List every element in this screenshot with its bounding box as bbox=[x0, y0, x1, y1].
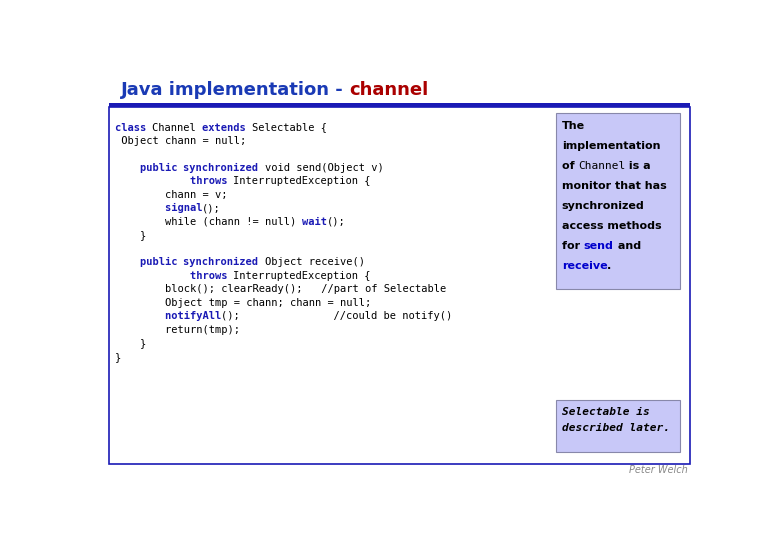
Bar bbox=[556, 400, 680, 452]
Text: signal: signal bbox=[115, 204, 202, 213]
Text: Selectable is: Selectable is bbox=[562, 408, 650, 417]
Text: while (chann != null): while (chann != null) bbox=[115, 217, 302, 227]
Text: }: } bbox=[115, 231, 146, 240]
Text: return(tmp);: return(tmp); bbox=[115, 325, 239, 335]
Text: Selectable {: Selectable { bbox=[252, 123, 327, 132]
Text: Object receive(): Object receive() bbox=[264, 257, 364, 267]
Text: access methods: access methods bbox=[562, 221, 661, 231]
Text: .: . bbox=[608, 261, 612, 271]
Text: }: } bbox=[115, 352, 121, 362]
Text: Java implementation -: Java implementation - bbox=[121, 81, 349, 99]
Text: Channel: Channel bbox=[152, 123, 202, 132]
Text: chann = v;: chann = v; bbox=[115, 190, 227, 200]
Text: Object chann = null;: Object chann = null; bbox=[115, 136, 246, 146]
Text: send: send bbox=[583, 241, 614, 251]
Text: is a: is a bbox=[626, 161, 651, 171]
Text: implementation: implementation bbox=[562, 141, 660, 151]
Text: void send(Object v): void send(Object v) bbox=[264, 163, 383, 173]
Text: ();               //could be notify(): (); //could be notify() bbox=[221, 311, 452, 321]
Text: synchronized: synchronized bbox=[562, 201, 644, 211]
Text: throws: throws bbox=[115, 177, 233, 186]
Text: throws: throws bbox=[115, 271, 233, 281]
Bar bbox=[556, 113, 680, 289]
Text: described later.: described later. bbox=[562, 423, 670, 433]
Text: monitor that has: monitor that has bbox=[562, 181, 666, 191]
Text: ();: (); bbox=[202, 204, 221, 213]
Bar bbox=[109, 103, 690, 107]
Text: notifyAll: notifyAll bbox=[115, 311, 221, 321]
Text: Channel: Channel bbox=[578, 161, 626, 171]
Text: extends: extends bbox=[202, 123, 252, 132]
Text: public: public bbox=[115, 257, 183, 267]
Text: synchronized: synchronized bbox=[183, 163, 264, 173]
Text: receive: receive bbox=[562, 261, 608, 271]
Text: for: for bbox=[562, 241, 583, 251]
Text: and: and bbox=[614, 241, 640, 251]
Text: InterruptedException {: InterruptedException { bbox=[233, 177, 370, 186]
Text: Peter Welch: Peter Welch bbox=[629, 465, 688, 475]
Text: Object tmp = chann; chann = null;: Object tmp = chann; chann = null; bbox=[115, 298, 370, 308]
Text: public: public bbox=[115, 163, 183, 173]
Text: InterruptedException {: InterruptedException { bbox=[233, 271, 370, 281]
Text: wait: wait bbox=[302, 217, 327, 227]
Text: ();: (); bbox=[327, 217, 346, 227]
Text: class: class bbox=[115, 123, 152, 132]
Bar bbox=[109, 107, 690, 464]
Text: channel: channel bbox=[349, 81, 429, 99]
Text: block(); clearReady();   //part of Selectable: block(); clearReady(); //part of Selecta… bbox=[115, 284, 446, 294]
Text: of: of bbox=[562, 161, 578, 171]
Text: }: } bbox=[115, 338, 146, 348]
Text: The: The bbox=[562, 121, 585, 131]
Text: synchronized: synchronized bbox=[183, 257, 264, 267]
